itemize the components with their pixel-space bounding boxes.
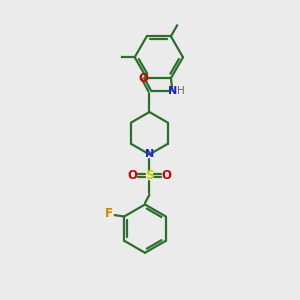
Text: O: O xyxy=(127,169,137,182)
Text: S: S xyxy=(145,169,154,182)
Text: H: H xyxy=(177,85,185,95)
Text: F: F xyxy=(105,207,113,220)
Text: N: N xyxy=(145,149,154,159)
Text: O: O xyxy=(138,72,148,85)
Text: N: N xyxy=(168,85,177,95)
Text: O: O xyxy=(161,169,172,182)
